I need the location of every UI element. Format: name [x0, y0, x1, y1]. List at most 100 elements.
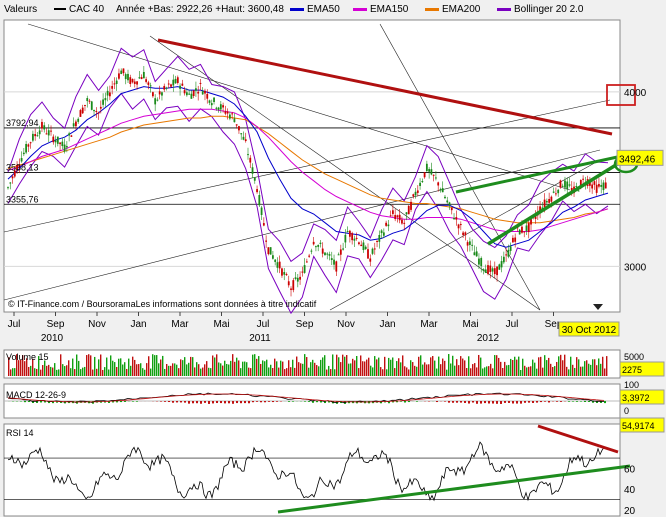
- resistance-trendline: [157, 38, 613, 136]
- candle-body: [27, 144, 30, 147]
- candle-body: [301, 271, 304, 273]
- volume-bar: [70, 368, 72, 376]
- macd-histogram-bar: [548, 401, 550, 403]
- volume-bar: [512, 359, 514, 376]
- candle-body: [253, 177, 256, 181]
- candle-body: [335, 261, 338, 272]
- candle-body: [457, 224, 460, 229]
- macd-histogram-bar: [116, 401, 118, 403]
- macd-histogram-bar: [404, 401, 406, 403]
- volume-bar: [372, 367, 374, 376]
- macd-histogram-bar: [464, 401, 466, 403]
- volume-bar: [594, 359, 596, 376]
- volume-bar: [178, 368, 180, 376]
- candle-body: [224, 111, 227, 114]
- volume-bar: [586, 360, 588, 376]
- volume-bar: [528, 366, 530, 376]
- volume-bar: [208, 367, 210, 376]
- candle-body: [158, 91, 161, 95]
- candle-body: [75, 121, 77, 127]
- volume-bar: [360, 355, 362, 376]
- volume-bar: [220, 363, 222, 376]
- volume-bar: [428, 364, 430, 376]
- candle-body: [305, 261, 308, 263]
- volume-bar: [330, 369, 332, 376]
- candle-body: [213, 97, 215, 102]
- candle-body: [489, 265, 492, 272]
- candle-body: [339, 249, 342, 255]
- volume-bar: [414, 365, 416, 376]
- candle-body: [122, 68, 125, 74]
- volume-bar: [474, 363, 476, 376]
- candle-body: [548, 198, 551, 203]
- volume-bar: [30, 365, 32, 376]
- candle-body: [392, 210, 394, 214]
- volume-bar: [150, 368, 152, 376]
- macd-histogram-bar: [20, 401, 22, 402]
- candle-body: [425, 163, 428, 172]
- candle-body: [192, 90, 195, 97]
- volume-bar: [494, 355, 496, 376]
- macd-histogram-bar: [272, 401, 274, 403]
- volume-bar: [106, 357, 108, 376]
- volume-bar: [314, 362, 316, 376]
- volume-bar: [304, 354, 306, 376]
- candle-body: [514, 237, 517, 242]
- volume-bar: [42, 365, 44, 376]
- volume-bar: [34, 368, 36, 376]
- legend-bollinger: Bollinger 20 2.0: [497, 4, 584, 15]
- volume-bar: [426, 364, 428, 376]
- volume-bar: [134, 359, 136, 376]
- legend-range: Année +Bas: 2922,26 +Haut: 3600,48: [116, 4, 284, 15]
- date-year-label: 2012: [477, 333, 500, 344]
- candle-body: [446, 200, 449, 203]
- volume-bar: [156, 355, 158, 376]
- candle-body: [575, 186, 578, 188]
- candle-body: [190, 93, 193, 99]
- candle-body: [97, 112, 100, 114]
- volume-bar: [176, 364, 178, 376]
- candle-body: [36, 135, 39, 137]
- volume-bar: [56, 369, 58, 376]
- candle-body: [285, 274, 288, 276]
- candle-body: [579, 179, 582, 188]
- candle-body: [217, 107, 220, 110]
- macd-ytick: 100: [624, 380, 639, 390]
- volume-bar: [102, 369, 104, 376]
- volume-bar: [206, 361, 208, 376]
- date-month-label: Jan: [130, 319, 146, 330]
- macd-histogram-bar: [32, 401, 34, 403]
- volume-bar: [82, 367, 84, 376]
- candle-body: [521, 226, 523, 233]
- legend-ema150: EMA150: [353, 4, 408, 15]
- volume-bar: [466, 368, 468, 376]
- volume-bar: [462, 358, 464, 376]
- volume-bar: [194, 367, 196, 376]
- macd-histogram-bar: [504, 401, 506, 403]
- legend-instrument-label: CAC 40: [69, 4, 105, 15]
- candle-body: [303, 265, 306, 273]
- macd-histogram-bar: [444, 401, 446, 402]
- candle-body: [566, 181, 569, 190]
- volume-bar: [50, 366, 52, 376]
- macd-histogram-bar: [224, 401, 226, 404]
- candle-body: [364, 246, 367, 250]
- legend-ema200-label: EMA200: [442, 4, 481, 15]
- volume-bar: [346, 355, 348, 376]
- macd-lines: [4, 392, 620, 404]
- macd-histogram-bar: [500, 401, 502, 404]
- candle-body: [188, 93, 191, 95]
- price-grid: [4, 91, 620, 267]
- candle-body: [367, 249, 369, 259]
- volume-bar: [596, 365, 598, 376]
- macd-title: MACD 12-26-9: [6, 390, 66, 400]
- candle-body: [95, 110, 98, 112]
- candle-body: [387, 224, 390, 227]
- date-month-label: Mai: [462, 319, 478, 330]
- price-extra-lines: [3, 23, 611, 311]
- volume-bar: [180, 359, 182, 376]
- volume-bar: [22, 355, 24, 376]
- candle-body: [170, 84, 172, 87]
- volume-bar: [486, 366, 488, 376]
